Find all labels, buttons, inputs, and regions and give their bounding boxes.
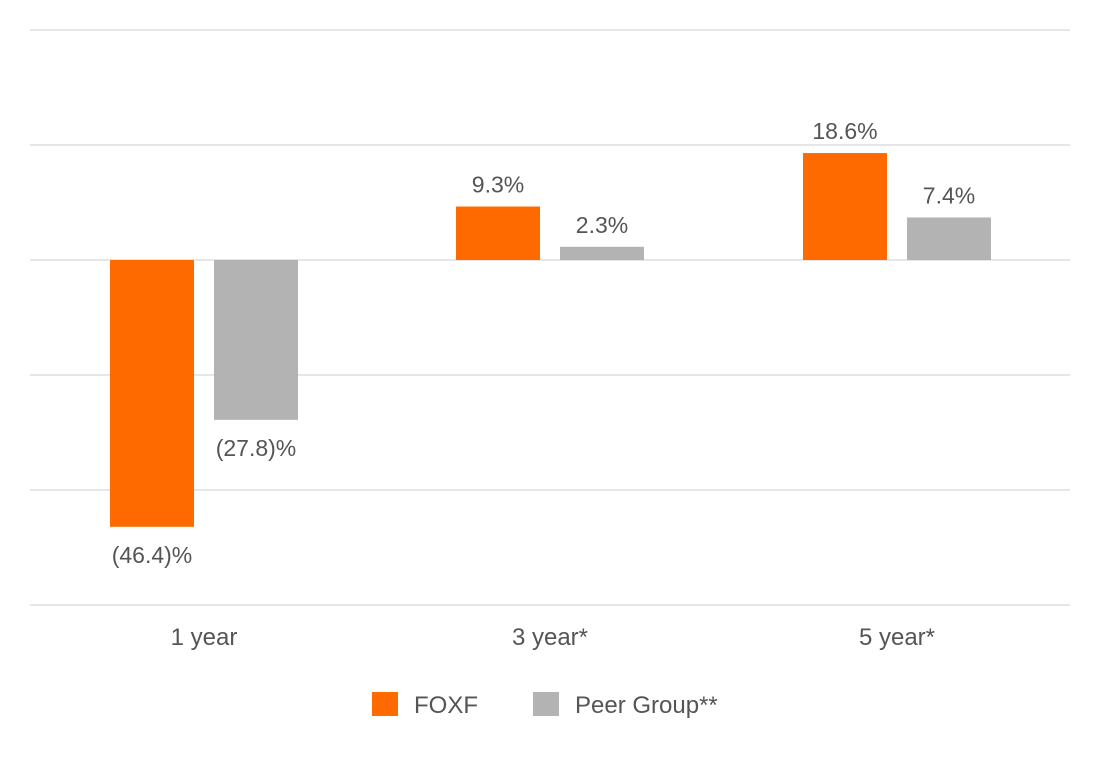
x-axis-tick-labels: 1 year 3 year* 5 year*: [171, 624, 935, 651]
bar-foxf-3: [803, 153, 887, 260]
data-label-peer-group-1: (27.8)%: [216, 435, 297, 461]
x-tick-label: 5 year*: [859, 624, 935, 651]
bar-peer-group-2: [560, 246, 644, 260]
legend: FOXF Peer Group**: [372, 692, 718, 719]
data-label-peer-group-2: 2.3%: [576, 212, 628, 238]
bar-peer-group-3: [907, 217, 991, 260]
bar-foxf-2: [456, 206, 540, 260]
gridlines: [30, 29, 1070, 606]
data-label-foxf-1: (46.4)%: [112, 542, 193, 568]
data-label-peer-group-3: 7.4%: [923, 182, 975, 208]
legend-swatch-foxf: [372, 692, 398, 716]
legend-label-peer-group: Peer Group**: [575, 692, 718, 719]
bars: [110, 153, 991, 527]
bar-peer-group-1: [214, 260, 298, 420]
data-label-foxf-2: 9.3%: [472, 172, 524, 198]
bar-foxf-1: [110, 260, 194, 527]
x-tick-label: 3 year*: [512, 624, 588, 651]
data-labels: (46.4)% 9.3% 18.6% (27.8)% 2.3% 7.4%: [112, 118, 975, 568]
legend-swatch-peer-group: [533, 692, 559, 716]
x-tick-label: 1 year: [171, 624, 238, 651]
data-label-foxf-3: 18.6%: [812, 118, 877, 144]
legend-label-foxf: FOXF: [414, 692, 478, 719]
